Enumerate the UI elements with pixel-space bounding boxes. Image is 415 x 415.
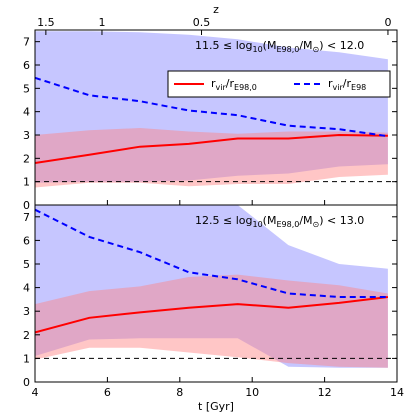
blue-dashed-series-line <box>35 76 389 138</box>
top-axis-tick-label: 1 <box>98 16 105 29</box>
panel-frame <box>34 204 398 383</box>
redshift-top-axis: 1.5 1 0.5 0 <box>37 16 391 35</box>
x-tick-label: 6 <box>104 386 111 399</box>
x-tick-label: 8 <box>176 386 183 399</box>
red-scatter-band <box>35 274 388 368</box>
plot-area <box>35 31 397 188</box>
y-tick-label: 3 <box>23 129 30 142</box>
blue-scatter-band <box>35 31 388 183</box>
y-tick-label: 3 <box>23 305 30 318</box>
legend-label-2: rvir/rE98 <box>328 77 366 92</box>
y-tick-label: 1 <box>23 176 30 189</box>
red-solid-series-line <box>35 296 389 334</box>
panel-mass-range-label: 12.5 ≤ log10(ME98,0/M⊙) < 13.0 <box>195 214 364 229</box>
red-solid-series-line <box>35 133 388 164</box>
plot-area <box>35 205 397 368</box>
chart-panels: 0 1 2 3 4 5 6 7 11.5 ≤ log10(ME98,0/M⊙) < 12.0 rv… <box>23 29 398 389</box>
blue-dashed-series-line <box>35 208 388 298</box>
panel-1: 0 1 2 3 4 5 6 7 11.5 ≤ log10(ME98,0/M⊙) < 12.0 rv… <box>23 29 398 212</box>
legend-label-1: rvir/rE98,0 <box>211 77 257 92</box>
y-tick-label: 7 <box>23 211 30 224</box>
legend: rvir/rE98,0 rvir/rE98 <box>167 70 391 98</box>
y-tick-label: 4 <box>23 106 30 119</box>
y-tick-label: 0 <box>23 199 30 212</box>
y-tick-label: 2 <box>23 152 30 165</box>
y-tick-label: 2 <box>23 329 30 342</box>
y-tick-label: 6 <box>23 59 30 72</box>
legend-box <box>167 70 391 98</box>
red-scatter-band <box>35 128 388 188</box>
y-tick-label: 7 <box>23 36 30 49</box>
y-tick-label: 4 <box>23 282 30 295</box>
blue-scatter-band <box>35 205 388 368</box>
panel-mass-range-label: 11.5 ≤ log10(ME98,0/M⊙) < 12.0 <box>195 39 364 54</box>
x-tick-label: 10 <box>245 386 259 399</box>
y-tick-label: 1 <box>23 352 30 365</box>
panel-2: 0 1 2 3 4 5 6 7 12.5 ≤ log10(ME98,0/M⊙) < 13.0 <box>23 204 398 389</box>
y-tick-label: 5 <box>23 82 30 95</box>
x-tick-label: 14 <box>390 386 404 399</box>
time-bottom-axis: 4 6 8 10 12 14 <box>32 386 405 399</box>
top-axis-tick-label: 1.5 <box>37 16 55 29</box>
y-tick-label: 0 <box>23 376 30 389</box>
x-tick-label: 12 <box>318 386 332 399</box>
y-tick-label: 6 <box>23 234 30 247</box>
x-tick-label: 4 <box>32 386 39 399</box>
top-axis-tick-label: 0 <box>384 16 391 29</box>
y-tick-label: 5 <box>23 258 30 271</box>
x-axis-label: t [Gyr] <box>198 400 234 413</box>
top-axis-label: z <box>213 3 219 16</box>
top-axis-tick-label: 0.5 <box>193 16 211 29</box>
